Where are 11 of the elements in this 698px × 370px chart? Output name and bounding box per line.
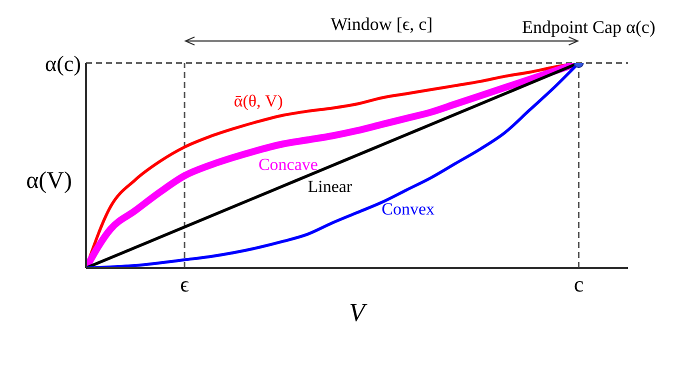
x-tick-label: ϵ — [180, 272, 190, 297]
series-label: Convex — [382, 199, 436, 218]
series-label: Concave — [258, 155, 318, 174]
series-label: Linear — [308, 176, 352, 196]
annotation: Endpoint Cap α(c) — [522, 17, 656, 37]
x-tick-label: c — [574, 272, 584, 297]
series-label: ᾱ(θ, V) — [234, 92, 283, 111]
ref-line-label: α(c) — [45, 50, 81, 76]
text: Window [ϵ, c] — [330, 14, 433, 34]
y-axis-title: α(V) — [26, 168, 72, 194]
x-axis-title: V — [349, 298, 368, 327]
